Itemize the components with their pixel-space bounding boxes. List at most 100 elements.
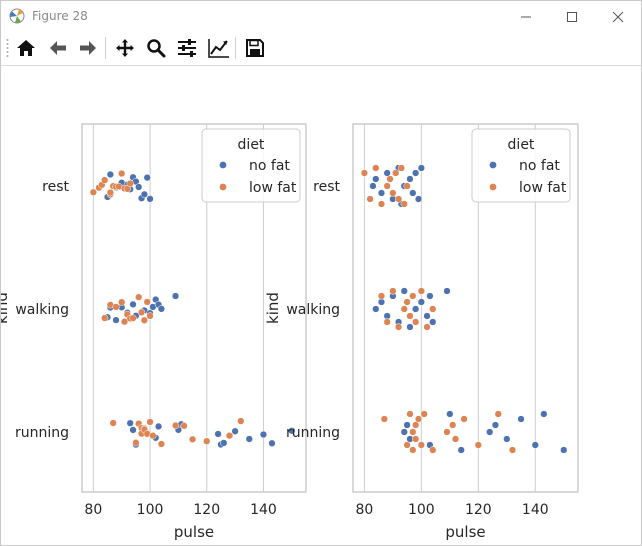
- subplot-1: 80 100 120 140 rest walking running pulse kind di…: [1, 123, 307, 541]
- data-point-no-fat: [426, 292, 434, 300]
- data-point-no-fat: [135, 183, 143, 191]
- data-point-low-fat: [423, 323, 431, 331]
- data-point-low-fat: [360, 169, 369, 177]
- legend: diet no fat low fat: [201, 128, 301, 203]
- y-axis-label: kind: [264, 292, 282, 324]
- data-point-no-fat: [220, 439, 228, 447]
- data-point-low-fat: [366, 195, 374, 203]
- save-button[interactable]: [242, 35, 268, 61]
- y-tick-label: rest: [42, 179, 69, 195]
- data-point-low-fat: [149, 431, 157, 440]
- zoom-button[interactable]: [143, 35, 169, 61]
- x-tick-label: 80: [355, 502, 373, 518]
- maximize-button[interactable]: [549, 1, 595, 32]
- data-point-low-fat: [237, 417, 245, 425]
- data-point-no-fat: [429, 318, 437, 326]
- data-point-low-fat: [157, 440, 166, 448]
- forward-icon: [80, 41, 96, 55]
- legend-marker: [219, 183, 227, 191]
- data-point-low-fat: [494, 410, 502, 418]
- data-point-low-fat: [386, 175, 394, 183]
- window-title: Figure 28: [32, 9, 88, 23]
- configure-subplots-button[interactable]: [174, 35, 200, 61]
- data-point-low-fat: [389, 189, 397, 197]
- toolbar-separator: [235, 37, 236, 59]
- x-tick-label: 120: [465, 502, 492, 518]
- forward-button[interactable]: [75, 35, 101, 61]
- data-point-low-fat: [132, 439, 140, 447]
- legend-title: diet: [238, 137, 265, 153]
- data-point-no-fat: [400, 428, 408, 436]
- data-point-low-fat: [429, 446, 437, 454]
- legend-marker: [489, 161, 497, 169]
- data-point-no-fat: [112, 316, 120, 324]
- data-point-no-fat: [403, 421, 411, 429]
- data-point-low-fat: [118, 169, 126, 178]
- axes-frame: [81, 123, 307, 493]
- data-point-low-fat: [397, 164, 406, 172]
- data-point-low-fat: [403, 298, 411, 306]
- axes-frame: [352, 123, 579, 493]
- data-point-low-fat: [412, 318, 420, 326]
- data-point-no-fat: [400, 287, 408, 295]
- title-bar: Figure 28: [1, 1, 641, 32]
- data-point-low-fat: [372, 164, 380, 172]
- data-point-low-fat: [394, 195, 403, 203]
- data-point-no-fat: [491, 421, 500, 429]
- data-point-no-fat: [414, 195, 423, 203]
- data-point-low-fat: [126, 179, 134, 188]
- data-point-low-fat: [146, 418, 154, 426]
- matplotlib-icon: [9, 8, 25, 24]
- data-point-low-fat: [406, 312, 414, 320]
- data-point-low-fat: [188, 435, 197, 443]
- minimize-button[interactable]: [503, 1, 549, 32]
- y-axis-label: kind: [1, 292, 11, 324]
- y-tick-label: running: [15, 425, 69, 441]
- data-point-low-fat: [171, 421, 180, 430]
- legend-marker: [489, 183, 497, 191]
- data-point-low-fat: [429, 305, 437, 313]
- data-point-low-fat: [112, 303, 120, 311]
- legend-entry: no fat: [519, 158, 560, 174]
- x-tick-label: 120: [193, 502, 220, 518]
- home-button[interactable]: [13, 35, 39, 61]
- data-point-low-fat: [383, 182, 391, 190]
- data-point-low-fat: [392, 169, 400, 177]
- data-point-no-fat: [372, 305, 380, 313]
- pan-button[interactable]: [112, 35, 138, 61]
- data-point-no-fat: [409, 189, 417, 197]
- minimize-icon: [521, 16, 531, 18]
- legend-box: [471, 128, 571, 203]
- data-point-low-fat: [109, 419, 117, 427]
- configure-subplots-icon: [178, 39, 196, 57]
- data-point-low-fat: [143, 298, 151, 306]
- data-point-low-fat: [135, 293, 143, 301]
- data-point-no-fat: [146, 195, 154, 203]
- data-point-no-fat: [503, 435, 511, 443]
- data-point-low-fat: [406, 410, 414, 418]
- data-point-no-fat: [245, 435, 253, 443]
- data-point-low-fat: [118, 298, 126, 306]
- data-point-no-fat: [231, 427, 239, 435]
- toolbar-grip-icon: [6, 39, 9, 57]
- close-button[interactable]: [595, 1, 641, 32]
- edit-axis-icon: [208, 39, 229, 58]
- data-point-low-fat: [409, 446, 417, 454]
- data-point-low-fat: [101, 176, 109, 184]
- data-point-low-fat: [137, 308, 146, 316]
- data-point-no-fat: [517, 415, 525, 423]
- edit-axis-button[interactable]: [205, 35, 231, 61]
- x-tick-label: 100: [408, 502, 435, 518]
- data-point-no-fat: [214, 430, 222, 438]
- data-point-no-fat: [143, 174, 151, 182]
- zoom-icon: [147, 39, 166, 58]
- back-button[interactable]: [45, 35, 71, 61]
- data-point-low-fat: [443, 428, 451, 436]
- data-point-no-fat: [171, 292, 180, 300]
- back-icon: [50, 41, 66, 55]
- data-point-low-fat: [89, 188, 97, 196]
- data-point-no-fat: [129, 300, 137, 309]
- data-point-low-fat: [417, 441, 426, 449]
- data-point-low-fat: [417, 287, 426, 295]
- data-point-no-fat: [129, 426, 137, 434]
